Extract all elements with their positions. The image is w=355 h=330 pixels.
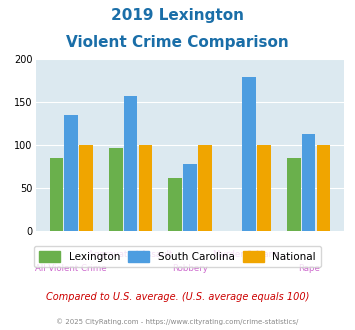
Text: Murder & Mans...: Murder & Mans...	[213, 250, 286, 259]
Text: Violent Crime Comparison: Violent Crime Comparison	[66, 35, 289, 50]
Bar	[124, 96, 137, 231]
Text: Robbery: Robbery	[172, 264, 208, 273]
Legend: Lexington, South Carolina, National: Lexington, South Carolina, National	[34, 246, 321, 267]
Bar	[198, 145, 212, 231]
Bar	[317, 145, 330, 231]
Bar	[183, 164, 197, 231]
Bar	[109, 148, 122, 231]
Text: 2019 Lexington: 2019 Lexington	[111, 8, 244, 23]
Bar	[302, 134, 316, 231]
Text: © 2025 CityRating.com - https://www.cityrating.com/crime-statistics/: © 2025 CityRating.com - https://www.city…	[56, 318, 299, 325]
Text: Compared to U.S. average. (U.S. average equals 100): Compared to U.S. average. (U.S. average …	[46, 292, 309, 302]
Bar	[64, 115, 78, 231]
Bar	[257, 145, 271, 231]
Bar	[287, 158, 301, 231]
Bar	[138, 145, 152, 231]
Bar	[168, 178, 182, 231]
Text: Aggravated Assault: Aggravated Assault	[88, 250, 173, 259]
Bar	[242, 77, 256, 231]
Bar	[79, 145, 93, 231]
Bar	[50, 158, 63, 231]
Text: Rape: Rape	[298, 264, 320, 273]
Text: All Violent Crime: All Violent Crime	[36, 264, 107, 273]
